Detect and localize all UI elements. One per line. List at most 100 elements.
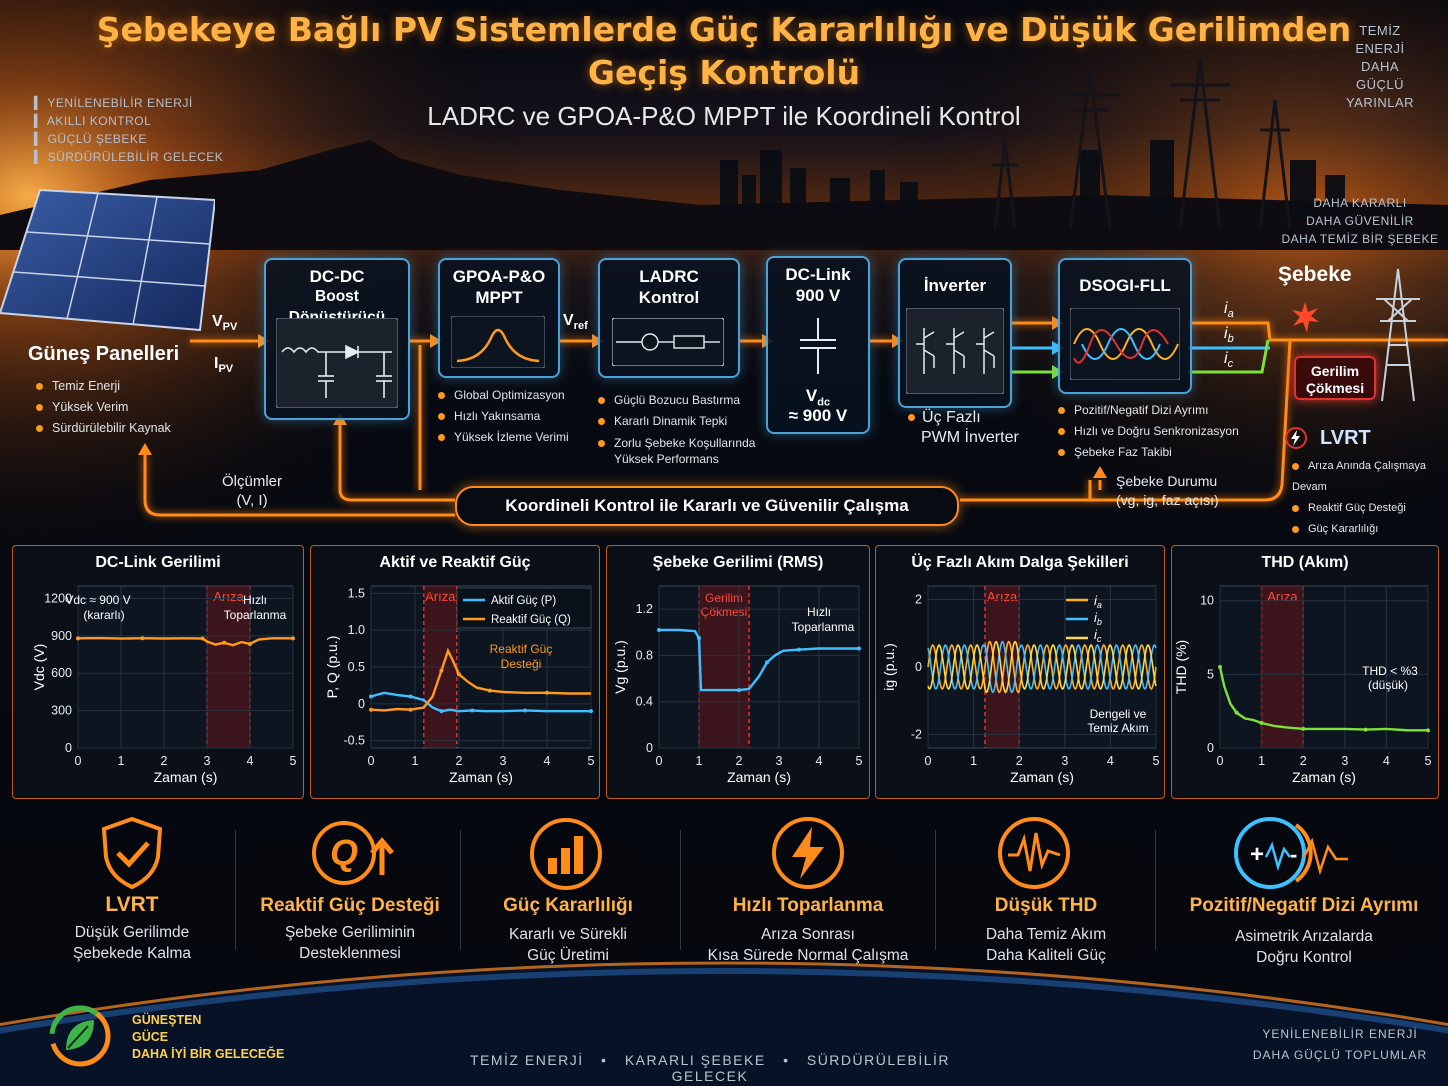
- series-line: [659, 628, 859, 692]
- legend-label: ib: [1094, 610, 1102, 627]
- ladrc-bullets: Güçlü Bozucu Bastırma Kararlı Dinamik Te…: [598, 390, 755, 467]
- voltage-sag-line2: Çökmesi: [1305, 380, 1365, 396]
- y-tick-label: 0.8: [636, 648, 653, 662]
- solar-panel-icon: [0, 188, 215, 332]
- y-tick-label: 1.5: [348, 586, 365, 600]
- feature-desc-sequence: Asimetrik Arızalarda Doğru Kontrol: [1235, 928, 1373, 966]
- y-axis-label: ig (p.u.): [881, 643, 897, 690]
- x-tick-label: 3: [204, 754, 211, 768]
- dsogi-bullets: Pozitif/Negatif Dizi Ayrımı Hızlı ve Doğ…: [1058, 400, 1239, 463]
- logo-leaf-icon: [49, 1005, 111, 1067]
- chart-panel-currents: Üç Fazlı Akım Dalga Şekilleri Arıza -2 0 2 0…: [875, 545, 1165, 799]
- x-tick-label: 4: [816, 754, 823, 768]
- y-tick-label: 1200: [44, 591, 72, 605]
- feature-title-reactive: Reaktif Güç Desteği: [260, 895, 440, 916]
- ladrc-title-1: LADRC: [639, 267, 699, 286]
- x-tick-label: 1: [1258, 754, 1265, 768]
- logo-line: DAHA İYİ BİR GELECEĞE: [132, 1047, 285, 1061]
- main-title-line1: Şebekeye Bağlı PV Sistemlerde Güç Kararl…: [96, 10, 1352, 49]
- data-point: [765, 660, 769, 665]
- y-tick-label: 600: [51, 666, 72, 680]
- x-tick-label: 4: [1383, 754, 1390, 768]
- annotation: Toparlanma: [224, 608, 287, 622]
- shield-check-icon: [101, 816, 163, 890]
- x-tick-label: 3: [776, 754, 783, 768]
- y-tick-label: 2: [915, 593, 922, 607]
- reactive-q-icon: Q: [312, 821, 394, 885]
- measurements-line1: Ölçümler: [222, 473, 283, 490]
- grid-state-line1: Şebeke Durumu: [1116, 473, 1218, 489]
- feature-title-sequence: Pozitif/Negatif Dizi Ayrımı: [1189, 895, 1419, 916]
- fault-label: Gerilim: [705, 591, 743, 605]
- legend-label: Reaktif Güç (Q): [491, 614, 571, 626]
- bullet-item: Güçlü Bozucu Bastırma: [598, 390, 755, 411]
- bullet-item: Pozitif/Negatif Dizi Ayrımı: [1058, 400, 1239, 421]
- chart-title: DC-Link Gerilimi: [95, 554, 221, 571]
- data-point: [76, 636, 80, 641]
- y-axis-label: P, Q (p.u.): [324, 636, 340, 699]
- left-tag: ▍ SÜRDÜRÜLEBİLİR GELECEK: [34, 150, 224, 164]
- inverter-block: İnverter: [898, 258, 1012, 408]
- wire-feedback-dcdc: [338, 425, 455, 502]
- plot-area: [658, 585, 860, 749]
- arrow-head: [430, 334, 442, 348]
- x-tick-label: 2: [1300, 754, 1307, 768]
- series-line: [77, 636, 293, 647]
- x-axis-label: Zaman (s): [449, 769, 513, 785]
- x-tick-label: 0: [75, 754, 82, 768]
- flow-wires: [138, 316, 1448, 517]
- chart-panel-thd: THD (Akım) Arıza 0 5 10 0 1 2 3 4 5 Zaman (s) THD (…: [1171, 545, 1439, 799]
- left-tag: ▍ GÜÇLÜ ŞEBEKE: [34, 132, 147, 146]
- x-tick-label: 5: [290, 754, 297, 768]
- x-tick-label: 2: [161, 754, 168, 768]
- y-tick-label: 0: [915, 660, 922, 674]
- logo-line: GÜNEŞTEN: [132, 1013, 202, 1027]
- bullet-item: Güç Kararlılığı: [1292, 519, 1448, 540]
- arrow-head: [1093, 466, 1107, 478]
- fault-label: Arıza: [425, 589, 456, 604]
- dclink-voltage-chart: Arıza 0 300 600 900 1200 0 1 2 3 4 5 Zaman (s) Vdc (V…: [31, 585, 297, 785]
- feature-desc-recovery: Arıza Sonrası Kısa Sürede Normal Çalışma: [707, 926, 909, 964]
- bullet-item: Yüksek Performans: [614, 452, 719, 466]
- bullet-item: Zorlu Şebeke Koşullarında: [598, 435, 755, 451]
- fault-label: Çökmesi: [701, 605, 748, 619]
- x-tick-label: 1: [412, 754, 419, 768]
- chart-panel-power: Aktif ve Reaktif Güç Arıza -0.5 0 0.5 1.0 1.5…: [310, 545, 600, 799]
- grid-state-label: Şebeke Durumu (vg, ig, faz açısı): [1116, 472, 1219, 510]
- data-point: [439, 668, 444, 673]
- y-tick-label: 10: [1200, 594, 1214, 608]
- right-tag: ENERJİ: [1355, 41, 1405, 56]
- feature-title-lvrt: LVRT: [105, 893, 159, 916]
- data-point: [737, 688, 741, 693]
- y-tick-label: -2: [911, 728, 922, 742]
- vdc-value: ≈ 900 V: [788, 406, 848, 425]
- bullet-item: Hızlı Yakınsama: [438, 406, 569, 427]
- dclink-title-1: DC-Link: [785, 265, 851, 284]
- bullet-item: Yüksek İzleme Verimi: [438, 427, 569, 448]
- annotation: Dengeli ve: [1090, 707, 1147, 721]
- bullet-item: Temiz Enerji: [36, 376, 171, 397]
- annotation: Hızlı: [807, 605, 831, 619]
- three-phase-wave-icon: [1070, 308, 1180, 380]
- y-tick-label: 0: [1207, 741, 1214, 755]
- voltage-sag-line1: Gerilim: [1310, 363, 1360, 379]
- footer-item: SÜRDÜRÜLEBİLİR GELECEK: [671, 1052, 950, 1084]
- annotation: THD < %3: [1362, 664, 1418, 678]
- chart-title: Aktif ve Reaktif Güç: [379, 554, 531, 571]
- controller-diagram-icon: [612, 318, 724, 366]
- chart-title: Üç Fazlı Akım Dalga Şekilleri: [911, 554, 1129, 571]
- inverter-switch-icon: [906, 308, 1004, 394]
- arrow-head: [138, 443, 152, 455]
- data-point: [291, 636, 295, 641]
- lvrt-lightning-icon: [1285, 427, 1307, 449]
- y-tick-label: 1.2: [636, 602, 653, 616]
- data-point: [487, 688, 492, 693]
- annotation: Vdc ≈ 900 V: [65, 593, 130, 607]
- data-point: [457, 672, 461, 677]
- footer-logo-text: GÜNEŞTEN GÜCE DAHA İYİ BİR GELECEĞE: [132, 1012, 284, 1063]
- ladrc-block: LADRC Kontrol: [598, 258, 740, 378]
